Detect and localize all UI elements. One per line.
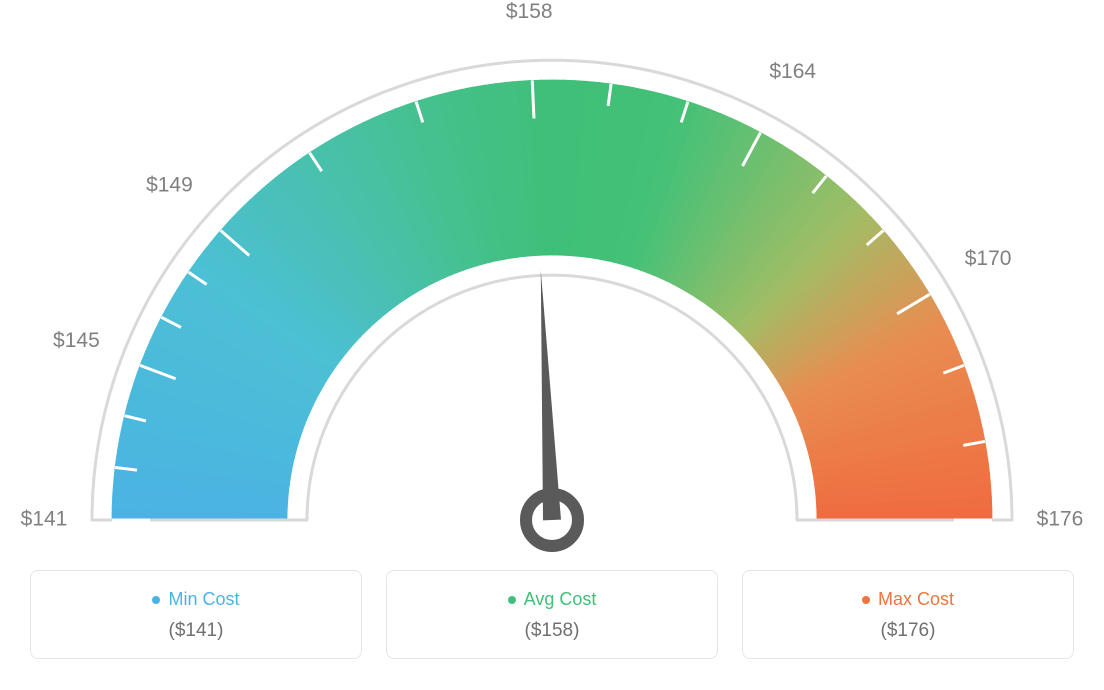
tick-label: $149 <box>146 173 193 196</box>
major-tick <box>532 80 534 118</box>
tick-label: $164 <box>769 60 816 83</box>
legend-card-min: Min Cost ($141) <box>30 570 362 659</box>
legend-card-max: Max Cost ($176) <box>742 570 1074 659</box>
legend-title-avg: Avg Cost <box>508 589 597 610</box>
dot-icon <box>862 596 870 604</box>
tick-label: $141 <box>21 508 68 531</box>
gauge-svg: $141 $145 $149 $158 $164 $170 $176 <box>0 0 1104 560</box>
tick-label: $176 <box>1037 508 1084 531</box>
legend-label-avg: Avg Cost <box>524 589 597 610</box>
tick-label: $145 <box>53 329 100 352</box>
legend-value-min: ($141) <box>41 620 351 642</box>
legend-label-max: Max Cost <box>878 589 954 610</box>
tick-label: $158 <box>506 0 553 23</box>
dot-icon <box>152 596 160 604</box>
tick-label: $170 <box>965 247 1012 270</box>
gauge-chart: $141 $145 $149 $158 $164 $170 $176 <box>0 0 1104 560</box>
gauge-needle <box>541 270 561 520</box>
legend-row: Min Cost ($141) Avg Cost ($158) Max Cost… <box>0 570 1104 659</box>
legend-card-avg: Avg Cost ($158) <box>386 570 718 659</box>
legend-label-min: Min Cost <box>168 589 239 610</box>
legend-title-min: Min Cost <box>152 589 239 610</box>
legend-value-max: ($176) <box>753 620 1063 642</box>
dot-icon <box>508 596 516 604</box>
legend-title-max: Max Cost <box>862 589 954 610</box>
legend-value-avg: ($158) <box>397 620 707 642</box>
